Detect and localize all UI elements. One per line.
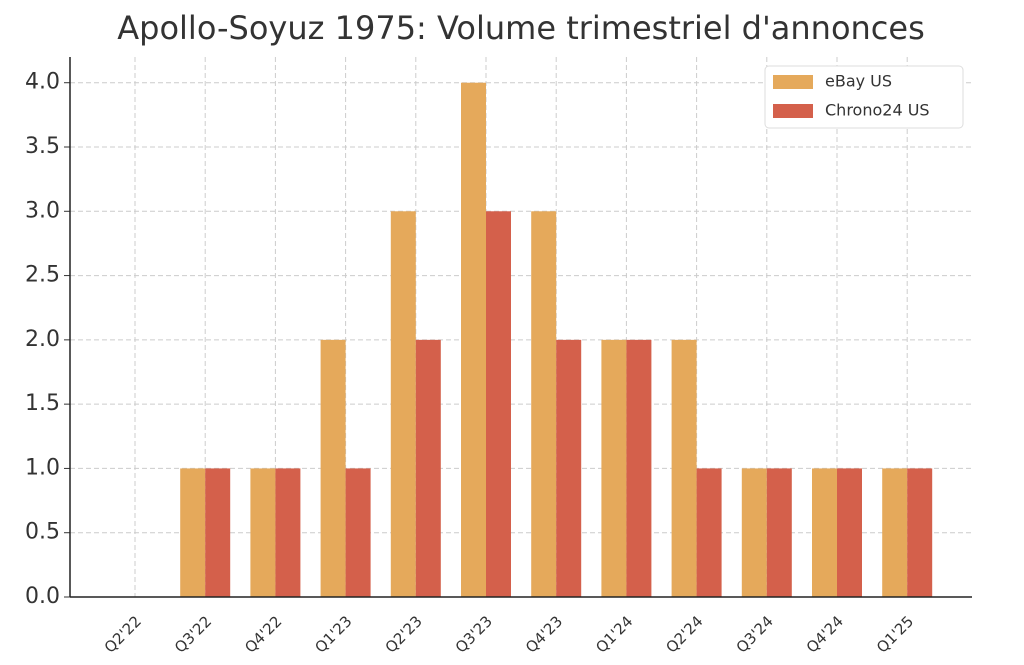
- legend-swatch: [773, 75, 813, 89]
- x-tick-label: Q1'25: [873, 612, 917, 656]
- chart-title: Apollo-Soyuz 1975: Volume trimestriel d'…: [117, 9, 925, 47]
- x-tick-label: Q3'24: [733, 612, 777, 656]
- bar: [345, 468, 371, 597]
- x-tick-label: Q2'23: [382, 612, 426, 656]
- bar: [907, 468, 933, 597]
- x-tick-label: Q1'24: [592, 612, 636, 656]
- bar: [461, 82, 486, 597]
- x-tick-label: Q4'24: [803, 612, 847, 656]
- bar: [837, 468, 862, 597]
- bar: [180, 468, 206, 597]
- bar: [601, 339, 627, 597]
- bar: [812, 468, 837, 597]
- x-tick-label: Q4'23: [522, 612, 566, 656]
- bar: [205, 468, 231, 597]
- x-tick-label: Q1'23: [311, 612, 355, 656]
- legend-label: Chrono24 US: [825, 101, 930, 120]
- x-tick-label: Q3'23: [452, 612, 496, 656]
- y-tick-label: 2.5: [25, 263, 60, 288]
- y-tick-label: 3.0: [25, 198, 60, 223]
- bar: [486, 211, 511, 598]
- bar: [741, 468, 767, 597]
- legend-label: eBay US: [825, 72, 892, 91]
- bar: [882, 468, 908, 597]
- bar: [766, 468, 792, 597]
- x-tick-label: Q3'22: [171, 612, 215, 656]
- bar: [556, 339, 582, 597]
- x-tick-label: Q2'22: [101, 612, 145, 656]
- y-tick-label: 1.0: [25, 455, 60, 480]
- legend-swatch: [773, 104, 813, 118]
- bar: [415, 339, 441, 597]
- bar: [250, 468, 276, 597]
- bar: [320, 339, 346, 597]
- bar: [275, 468, 301, 597]
- bar: [671, 339, 697, 597]
- y-tick-label: 2.0: [25, 327, 60, 352]
- x-tick-label: Q4'22: [241, 612, 285, 656]
- bar: [626, 339, 652, 597]
- y-tick-label: 1.5: [25, 391, 60, 416]
- bar: [531, 211, 557, 598]
- y-tick-label: 0.0: [25, 584, 60, 609]
- legend-box: [764, 65, 964, 129]
- y-tick-label: 0.5: [25, 520, 60, 545]
- bar: [390, 211, 416, 598]
- y-tick-label: 4.0: [25, 70, 60, 95]
- bar: [696, 468, 722, 597]
- y-tick-label: 3.5: [25, 134, 60, 159]
- x-tick-label: Q2'24: [662, 612, 706, 656]
